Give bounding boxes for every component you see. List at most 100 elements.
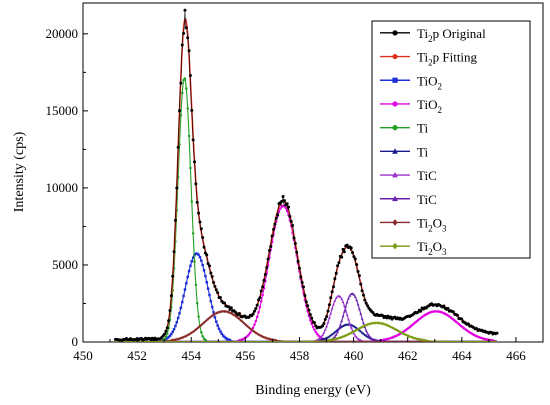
component-point: [358, 307, 361, 311]
curves-layer: [113, 8, 499, 343]
component-point: [165, 332, 169, 335]
component-point: [167, 335, 170, 339]
component-point: [333, 299, 337, 302]
component-point: [254, 319, 258, 323]
component-point: [352, 293, 356, 296]
component-point: [258, 305, 262, 309]
component-point: [340, 319, 344, 323]
legend-marker: [392, 171, 398, 178]
component-point: [311, 325, 315, 329]
component-point: [180, 300, 184, 304]
component-point: [337, 327, 341, 331]
component-point: [183, 77, 187, 80]
component-point: [353, 334, 357, 337]
component-point: [223, 309, 226, 313]
component-point: [227, 338, 230, 341]
component-point: [186, 275, 189, 279]
legend-marker: [392, 101, 398, 107]
component-point: [223, 335, 226, 339]
legend-marker: [392, 30, 398, 36]
component-point: [197, 315, 200, 318]
component-point: [221, 309, 225, 313]
component-point: [190, 260, 194, 263]
component-markers: [329, 292, 376, 342]
component-point: [372, 338, 376, 342]
x-tick-label: 466: [506, 348, 526, 363]
component-point: [353, 295, 357, 299]
component-point: [340, 297, 344, 300]
component-point: [206, 287, 210, 290]
component-point: [359, 329, 363, 333]
component-point: [182, 294, 185, 298]
component-point: [247, 333, 251, 336]
component-point: [356, 337, 360, 340]
component-point: [343, 309, 346, 313]
component-point: [355, 298, 359, 302]
component-point: [356, 302, 360, 306]
legend-marker: [392, 53, 398, 60]
component-point: [187, 269, 191, 273]
component-point: [332, 331, 335, 335]
component-point: [330, 307, 334, 310]
component-point: [225, 337, 229, 341]
component-point: [164, 337, 168, 341]
component-point: [195, 301, 199, 305]
legend-entry: Ti2O3: [380, 239, 447, 257]
component-point: [366, 331, 369, 335]
component-point: [209, 299, 213, 303]
y-tick-label: 10000: [46, 180, 79, 195]
component-point: [329, 311, 333, 315]
legend-entry: Ti2p Fitting: [380, 50, 478, 68]
component-point: [364, 328, 368, 332]
component-point: [348, 322, 352, 325]
component-point: [185, 281, 188, 285]
component-point: [175, 321, 179, 324]
legend-label: TiO2: [417, 97, 442, 115]
component-point: [363, 333, 367, 336]
component-point: [347, 296, 350, 300]
component-point: [193, 260, 196, 263]
y-tick-label: 15000: [46, 103, 79, 118]
component-point: [191, 232, 195, 235]
component-point: [190, 200, 194, 203]
component-point: [195, 252, 199, 255]
component-point: [189, 264, 192, 268]
x-tick-label: 454: [181, 348, 201, 363]
legend-marker: [392, 242, 398, 250]
axes-layer: 450 452 454 456 458 460 462 464 466 0 5000 10000 150…: [46, 26, 527, 363]
component-point: [333, 330, 337, 334]
component-point: [330, 332, 334, 336]
component-point: [347, 317, 350, 321]
legend-marker: [392, 125, 398, 131]
component-point: [338, 295, 342, 298]
component-point: [348, 294, 352, 297]
component-point: [352, 324, 356, 328]
component-markers: [326, 321, 428, 343]
component-point: [344, 305, 348, 308]
component-point: [341, 314, 345, 318]
y-tick-label: 0: [72, 334, 79, 349]
component-point: [359, 312, 363, 315]
component-point: [200, 331, 203, 334]
component-point: [345, 300, 349, 304]
component-point: [212, 311, 215, 314]
component-point: [198, 255, 202, 259]
legend-entry: Ti2O3: [380, 215, 447, 233]
component-point: [183, 288, 187, 291]
component-point: [197, 253, 200, 257]
component-point: [313, 328, 316, 331]
component-point: [216, 324, 219, 327]
component-point: [178, 311, 181, 315]
component-point: [374, 321, 377, 325]
component-point: [362, 332, 365, 335]
legend-marker: [392, 219, 398, 226]
component-point: [309, 318, 312, 322]
component-point: [249, 331, 252, 334]
legend-label: Ti2p Original: [417, 26, 486, 44]
component-point: [189, 166, 192, 170]
component-point: [353, 325, 357, 329]
legend-label: TiC: [417, 192, 437, 207]
component-point: [255, 315, 259, 319]
component-point: [351, 323, 354, 327]
component-point: [260, 300, 263, 303]
